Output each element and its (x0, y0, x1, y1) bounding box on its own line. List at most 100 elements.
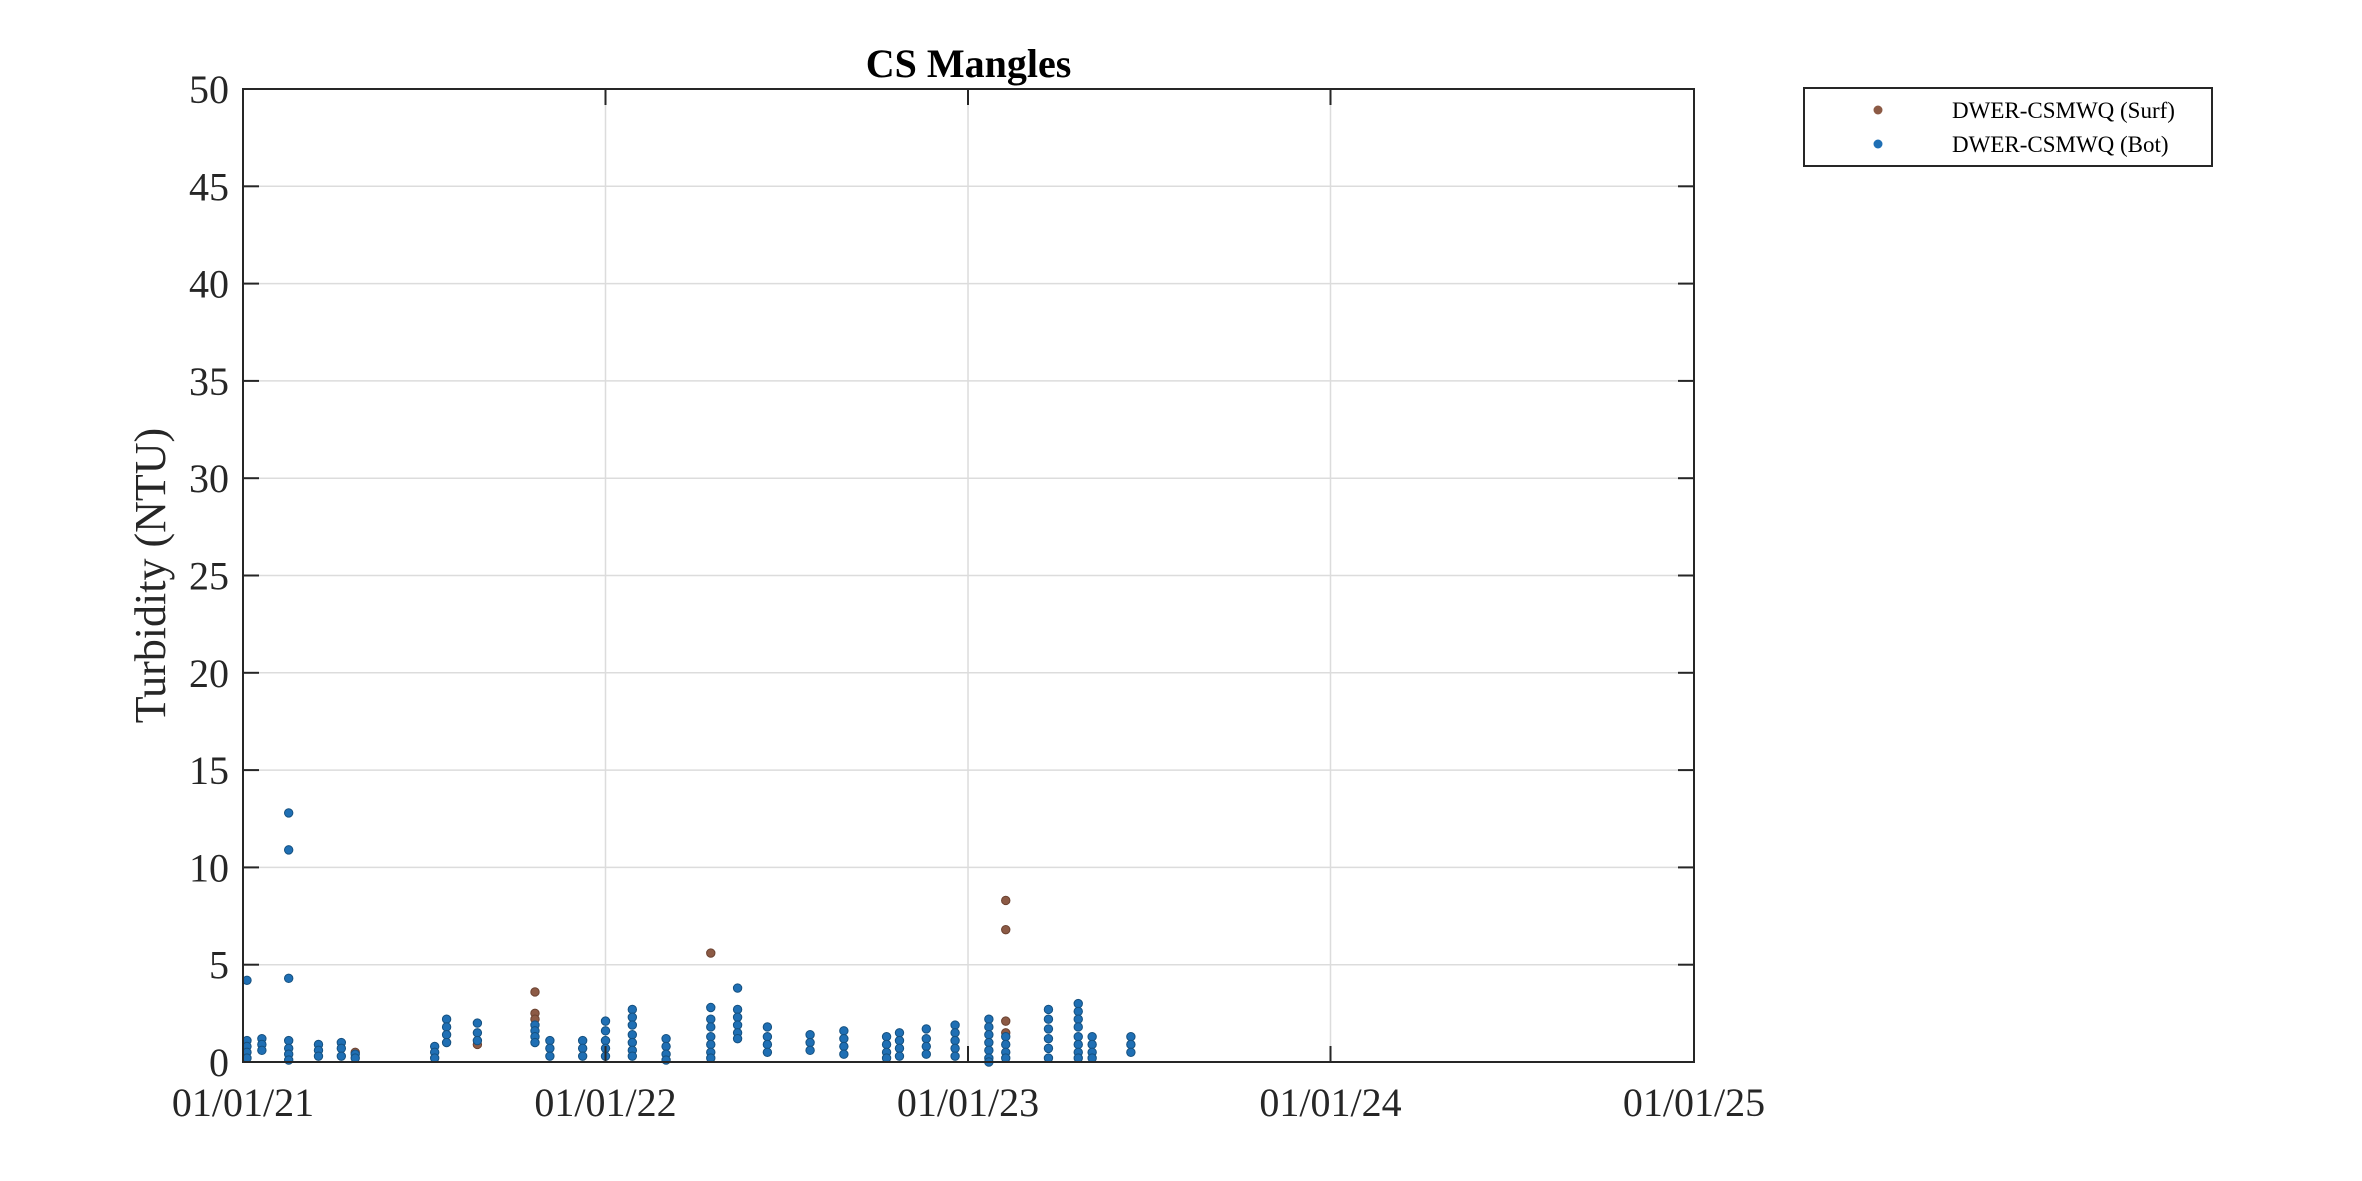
bot-point (472, 1028, 483, 1038)
surf-point (1001, 895, 1011, 906)
surf-point (1001, 924, 1011, 935)
bot-point (706, 1032, 716, 1042)
y-tick-labels: 0 5 10 15 20 25 30 35 40 45 50 (189, 67, 229, 1085)
bot-point (950, 1035, 960, 1046)
x-tick-label: 01/01/21 (172, 1080, 314, 1125)
legend-label-bot: DWER-CSMWQ (Bot) (1952, 132, 2169, 157)
y-tick-label: 30 (189, 456, 229, 501)
bot-point (283, 1035, 294, 1046)
bot-point (732, 983, 743, 993)
legend-marker-surf (1873, 105, 1883, 115)
bot-point (1043, 1043, 1054, 1054)
bot-point (1073, 1032, 1083, 1042)
legend-marker-bot (1873, 139, 1883, 149)
bot-point (530, 1037, 540, 1048)
y-tick-label: 20 (189, 651, 229, 696)
bot-point (441, 1030, 452, 1040)
x-tick-label: 01/01/24 (1259, 1080, 1401, 1125)
bot-point (441, 1022, 452, 1032)
bot-series (242, 808, 1136, 1067)
bot-point (805, 1045, 815, 1056)
bot-point (627, 1051, 638, 1061)
bot-point (472, 1018, 483, 1028)
bot-point (984, 1014, 994, 1024)
y-tick-label: 45 (189, 164, 229, 209)
bot-point (313, 1051, 324, 1061)
bot-point (283, 973, 294, 984)
bot-point (441, 1037, 452, 1048)
y-tick-label: 15 (189, 748, 229, 793)
y-tick-label: 10 (189, 845, 229, 890)
bot-point (627, 1037, 638, 1048)
bot-point (472, 1035, 483, 1046)
bot-point (242, 975, 252, 985)
y-tick-label: 25 (189, 554, 229, 599)
legend-box (1803, 87, 2213, 167)
bot-point (1126, 1032, 1136, 1042)
bot-point (732, 1020, 743, 1030)
surf-point (1001, 1016, 1011, 1026)
surf-point (706, 948, 716, 958)
bot-point (283, 845, 294, 855)
bot-point (1126, 1039, 1136, 1050)
bot-point (545, 1043, 555, 1054)
bot-point (706, 1039, 716, 1050)
bot-point (1001, 1039, 1011, 1050)
bot-point (706, 1014, 716, 1024)
bot-point (950, 1028, 960, 1038)
bot-point (1073, 1022, 1083, 1032)
bot-point (627, 1030, 638, 1040)
y-tick-label: 35 (189, 359, 229, 404)
bot-point (1126, 1047, 1136, 1057)
bot-point (839, 1049, 849, 1059)
bot-point (661, 1041, 671, 1052)
bot-point (1087, 1032, 1097, 1042)
bot-point (732, 1012, 743, 1022)
bot-point (257, 1045, 267, 1056)
bot-point (1073, 1014, 1083, 1024)
bot-point (706, 1022, 716, 1032)
bot-point (661, 1033, 671, 1044)
y-axis-label: Turbidity (NTU) (126, 428, 175, 723)
bot-point (984, 1045, 994, 1056)
bot-point (839, 1041, 849, 1052)
bot-point (577, 1051, 588, 1061)
bot-point (1043, 1014, 1054, 1024)
bot-point (839, 1026, 849, 1036)
axis-ticks (242, 88, 1695, 1063)
bot-point (283, 808, 294, 818)
bot-point (950, 1051, 960, 1061)
bot-point (894, 1035, 905, 1046)
bot-point (950, 1043, 960, 1054)
y-tick-label: 40 (189, 262, 229, 307)
bot-point (600, 1026, 611, 1036)
bot-point (1073, 998, 1083, 1009)
bot-point (1087, 1039, 1097, 1050)
bot-point (706, 1002, 716, 1013)
bot-point (921, 1033, 931, 1044)
legend: DWER-CSMWQ (Surf) DWER-CSMWQ (Bot) (1803, 87, 2213, 167)
bot-point (762, 1032, 773, 1042)
bot-point (762, 1039, 773, 1050)
bot-point (881, 1032, 892, 1042)
legend-label-surf: DWER-CSMWQ (Surf) (1952, 98, 2175, 123)
surf-point (530, 987, 540, 997)
bot-point (600, 1016, 611, 1026)
bot-point (1043, 1004, 1054, 1015)
y-tick-label: 5 (209, 943, 229, 988)
bot-point (950, 1020, 960, 1030)
bot-point (545, 1051, 555, 1061)
bot-point (921, 1049, 931, 1059)
bot-point (336, 1043, 347, 1054)
bot-point (894, 1043, 905, 1054)
chart-title: CS Mangles (866, 41, 1072, 86)
bot-point (984, 1037, 994, 1048)
bot-point (984, 1030, 994, 1040)
bot-point (805, 1037, 815, 1048)
bot-point (839, 1033, 849, 1044)
x-tick-label: 01/01/23 (897, 1080, 1039, 1125)
bot-point (627, 1012, 638, 1022)
bot-point (762, 1047, 773, 1057)
bot-point (732, 1004, 743, 1015)
bot-point (627, 1020, 638, 1030)
